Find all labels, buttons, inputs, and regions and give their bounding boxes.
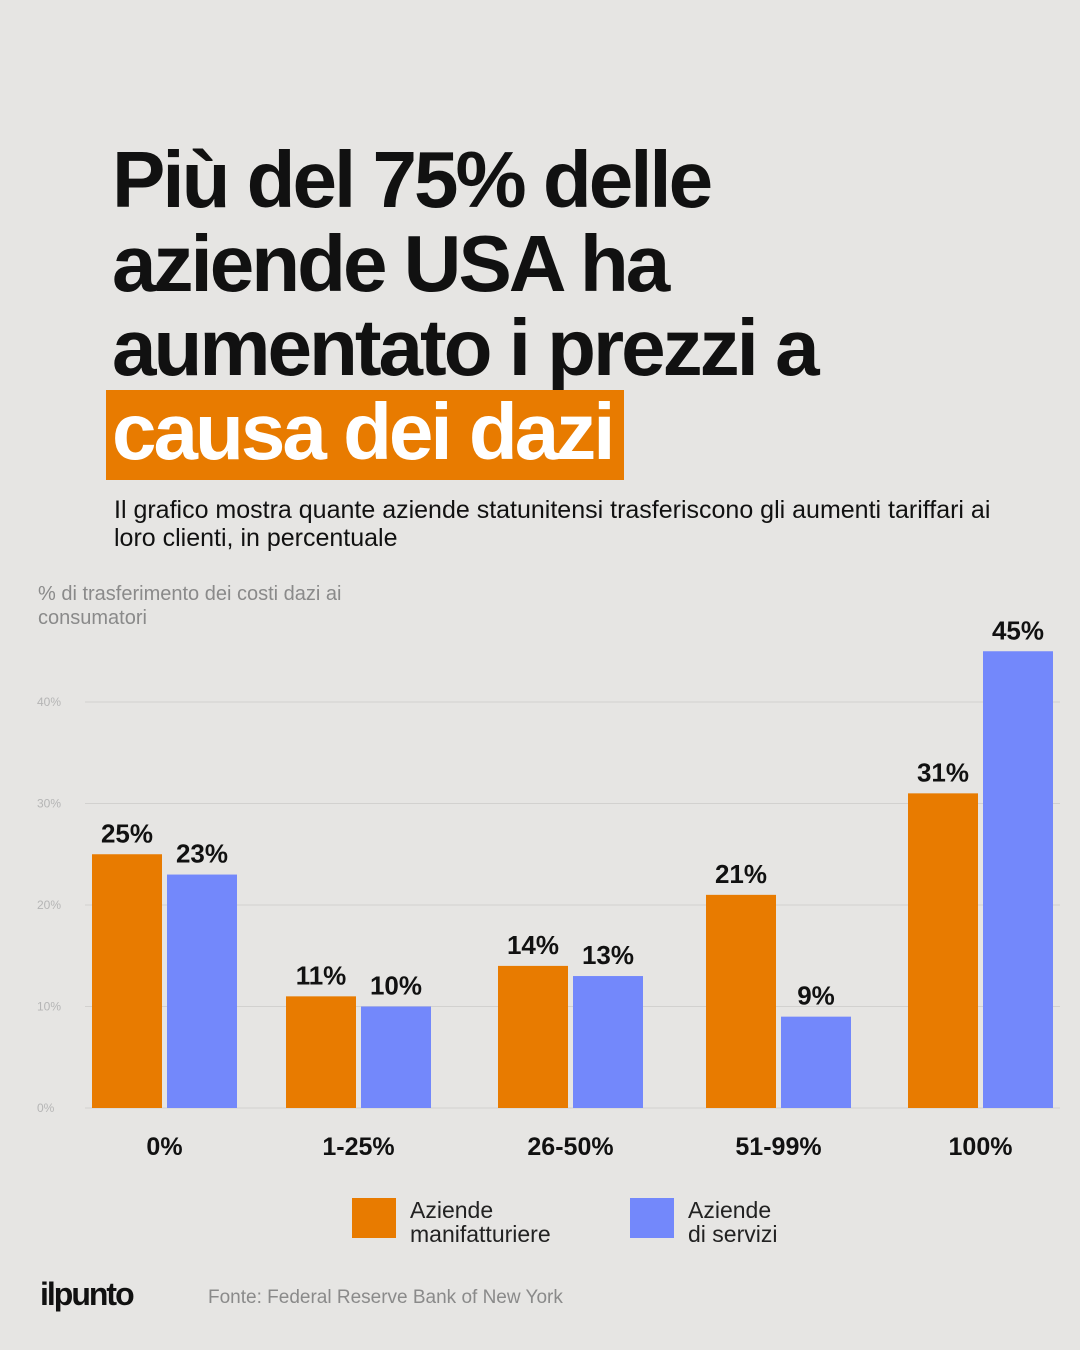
legend-label-servizi: Aziende di servizi bbox=[688, 1198, 868, 1246]
data-label: 10% bbox=[370, 971, 422, 1001]
bar bbox=[498, 965, 568, 1108]
data-label: 11% bbox=[296, 960, 347, 990]
bar bbox=[573, 976, 643, 1108]
bar bbox=[167, 874, 237, 1108]
bar bbox=[286, 996, 356, 1108]
bar bbox=[781, 1016, 851, 1108]
title-line-3: aumentato i prezzi a bbox=[112, 303, 820, 392]
bar bbox=[908, 793, 978, 1108]
legend-label-line: Aziende bbox=[688, 1197, 772, 1223]
legend-label-line: Aziende bbox=[410, 1197, 494, 1223]
bar-chart: 0% 10% 20% 30% 40% 25% 23% 0% 11% 10% 1-25% 14% 13% 2… bbox=[37, 615, 1060, 1161]
bar bbox=[706, 894, 776, 1108]
legend-label-line: manifatturiere bbox=[410, 1221, 551, 1247]
x-tick-label: 51-99% bbox=[735, 1133, 821, 1161]
y-tick-label: 20% bbox=[37, 898, 61, 912]
y-tick-label: 0% bbox=[37, 1101, 55, 1115]
legend-item-servizi: Aziende di servizi bbox=[630, 1198, 868, 1246]
legend-swatch-servizi bbox=[630, 1198, 674, 1238]
x-tick-label: 26-50% bbox=[527, 1133, 613, 1161]
legend-swatch-manifatturiere bbox=[352, 1198, 396, 1238]
source-note: Fonte: Federal Reserve Bank of New York bbox=[208, 1287, 563, 1308]
title-highlight: causa dei dazi bbox=[106, 390, 625, 480]
legend: Aziende manifatturiere Aziende di serviz… bbox=[352, 1198, 908, 1246]
y-axis-label: % di trasferimento dei costi dazi ai con… bbox=[38, 583, 342, 629]
data-label: 45% bbox=[992, 615, 1044, 645]
data-label: 9% bbox=[797, 981, 835, 1011]
subtitle: Il grafico mostra quante aziende statuni… bbox=[114, 496, 991, 552]
y-tick-label: 10% bbox=[37, 1000, 61, 1014]
data-label: 25% bbox=[101, 818, 153, 848]
page-title: Più del 75% delle aziende USA ha aumenta… bbox=[106, 135, 820, 480]
bar bbox=[92, 854, 162, 1108]
data-label: 23% bbox=[176, 839, 228, 869]
x-tick-label: 1-25% bbox=[322, 1133, 394, 1161]
data-label: 14% bbox=[507, 930, 559, 960]
bar bbox=[361, 1006, 431, 1108]
bar bbox=[983, 651, 1053, 1108]
legend-item-manifatturiere: Aziende manifatturiere bbox=[352, 1198, 590, 1246]
data-label: 31% bbox=[917, 757, 969, 787]
legend-label-line: di servizi bbox=[688, 1221, 778, 1247]
brand-logo: ilpunto bbox=[40, 1276, 135, 1312]
x-tick-label: 100% bbox=[949, 1133, 1013, 1161]
legend-label-manifatturiere: Aziende manifatturiere bbox=[410, 1198, 590, 1246]
data-label: 21% bbox=[715, 859, 767, 889]
x-tick-label: 0% bbox=[146, 1133, 182, 1161]
y-tick-label: 30% bbox=[37, 797, 61, 811]
title-line-1: Più del 75% delle bbox=[112, 135, 713, 224]
y-tick-label: 40% bbox=[37, 695, 61, 709]
title-line-2: aziende USA ha bbox=[112, 219, 670, 308]
data-label: 13% bbox=[582, 940, 634, 970]
